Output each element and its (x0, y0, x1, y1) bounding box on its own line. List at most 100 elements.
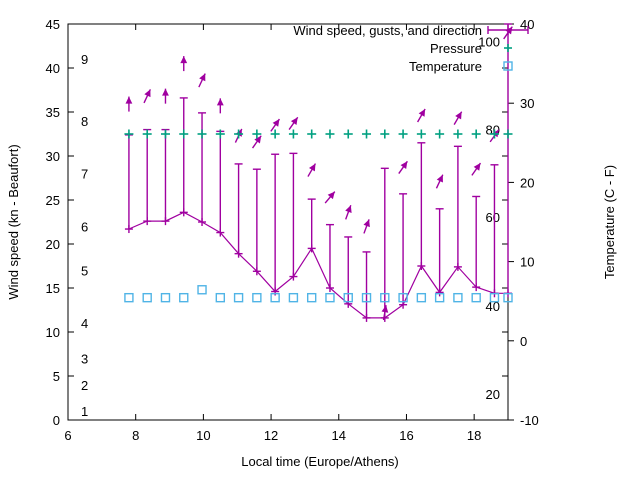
fahrenheit-label: 60 (486, 210, 500, 225)
temperature-marker (416, 292, 427, 303)
legend-label: Temperature (409, 59, 482, 74)
arrow-head (363, 219, 370, 228)
beaufort-label: 8 (81, 114, 88, 129)
ytick-label-celsius: 0 (520, 334, 527, 349)
temperature-marker (270, 292, 280, 303)
plot-border (67, 23, 509, 421)
ytick-label-knots: 10 (46, 325, 60, 340)
temperature-marker (233, 292, 244, 303)
temperature-marker (197, 285, 207, 295)
ytick-label-celsius: 40 (520, 17, 534, 32)
arrow-head (290, 117, 298, 125)
beaufort-label: 4 (81, 316, 88, 331)
temperature-marker (306, 292, 317, 303)
ytick-label-knots: 35 (46, 105, 60, 120)
temperature-marker (179, 292, 189, 303)
xtick-label: 12 (264, 428, 278, 443)
beaufort-label: 2 (81, 378, 88, 393)
xtick-label: 10 (196, 428, 210, 443)
wind-direction-arrow (216, 98, 224, 114)
arrow-head (144, 89, 151, 98)
xtick-label: 14 (332, 428, 346, 443)
y-axis-title: Wind speed (kn - Beaufort) (6, 144, 21, 299)
wind-direction-arrow (270, 118, 281, 132)
arrow-head (272, 119, 280, 127)
wind-direction-arrow (125, 96, 133, 112)
series-pressure (124, 129, 513, 139)
ytick-label-knots: 0 (53, 413, 60, 428)
series-temperature (124, 285, 513, 303)
beaufort-label: 1 (81, 404, 88, 419)
xtick-label: 8 (132, 428, 139, 443)
beaufort-label: 9 (81, 52, 88, 67)
temperature-marker (288, 292, 299, 303)
ytick-label-celsius: 10 (520, 255, 534, 270)
arrow-head (199, 73, 206, 82)
legend-swatch-temperature (503, 61, 513, 71)
ytick-label-knots: 20 (46, 237, 60, 252)
ytick-label-celsius: 20 (520, 175, 534, 190)
wind-direction-arrow (143, 89, 152, 104)
temperature-marker (503, 292, 513, 303)
legend-label: Pressure (430, 41, 482, 56)
arrow-head (216, 98, 224, 106)
arrow-head (381, 305, 389, 313)
temperature-marker (160, 292, 171, 303)
beaufort-label: 3 (81, 351, 88, 366)
temperature-marker (361, 292, 372, 303)
temperature-marker (252, 292, 262, 303)
ytick-label-knots: 45 (46, 17, 60, 32)
wind-direction-arrow (453, 111, 463, 126)
wind-direction-arrow (288, 116, 299, 130)
ytick-label-celsius: 30 (520, 96, 534, 111)
ytick-label-celsius: -10 (520, 413, 539, 428)
x-axis-title: Local time (Europe/Athens) (241, 454, 399, 469)
arrow-head (455, 111, 462, 120)
wind-direction-arrow (416, 108, 426, 123)
temperature-marker (453, 292, 463, 303)
arrow-head (254, 135, 262, 144)
ytick-label-knots: 30 (46, 149, 60, 164)
temperature-marker (325, 292, 335, 303)
wind-direction-arrow (307, 163, 317, 177)
wind-direction-arrow (398, 160, 408, 174)
fahrenheit-label: 100 (478, 34, 500, 49)
wind-speed-line (128, 211, 508, 319)
wind-direction-arrow (180, 56, 188, 72)
wind-direction-arrow (381, 305, 389, 321)
arrow-head (162, 88, 169, 96)
arrow-head (180, 56, 188, 64)
arrow-head (473, 163, 481, 171)
temperature-marker (434, 292, 445, 303)
arrow-head (400, 161, 408, 169)
wind-direction-arrow (162, 88, 169, 104)
arrow-head (327, 191, 335, 200)
xtick-label: 18 (467, 428, 481, 443)
beaufort-label: 7 (81, 167, 88, 182)
temperature-marker (215, 292, 226, 303)
series-wind (124, 23, 512, 322)
arrow-head (125, 96, 133, 104)
wind-direction-arrow (435, 174, 444, 189)
ytick-label-knots: 40 (46, 61, 60, 76)
ytick-label-knots: 5 (53, 369, 60, 384)
arrow-head (345, 205, 352, 214)
ytick-label-knots: 25 (46, 193, 60, 208)
temperature-marker (343, 292, 353, 303)
wind-direction-arrow (251, 135, 262, 149)
temperature-marker (398, 292, 408, 303)
wind-direction-arrow (471, 162, 482, 176)
xtick-label: 16 (399, 428, 413, 443)
wind-direction-arrow (363, 219, 370, 234)
beaufort-label: 6 (81, 219, 88, 234)
y2-axis-title: Temperature (C - F) (602, 165, 617, 279)
temperature-marker (489, 292, 500, 303)
xtick-label: 6 (64, 428, 71, 443)
arrow-head (418, 109, 426, 117)
ytick-label-knots: 15 (46, 281, 60, 296)
arrow-head (308, 163, 316, 172)
temperature-marker (124, 292, 134, 303)
fahrenheit-label: 40 (486, 299, 500, 314)
